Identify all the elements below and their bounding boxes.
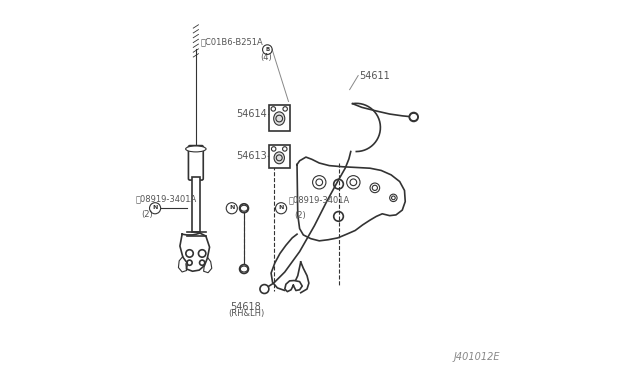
Circle shape [239, 204, 248, 213]
Text: (RH&LH): (RH&LH) [228, 309, 264, 318]
Text: 54613: 54613 [237, 151, 268, 161]
FancyBboxPatch shape [188, 145, 204, 180]
Circle shape [409, 113, 418, 121]
Bar [269, 145, 290, 168]
Text: B: B [265, 47, 269, 52]
Text: 54618: 54618 [230, 302, 261, 312]
Polygon shape [180, 233, 209, 271]
Text: (4): (4) [260, 53, 272, 62]
Circle shape [239, 264, 248, 273]
Circle shape [186, 250, 193, 257]
Polygon shape [285, 280, 302, 292]
Text: Ⓝ08919-3401A: Ⓝ08919-3401A [136, 195, 197, 204]
Text: 54611: 54611 [359, 71, 390, 81]
Bar [269, 105, 290, 131]
Text: 54614: 54614 [237, 109, 268, 119]
Polygon shape [297, 157, 405, 241]
Ellipse shape [274, 152, 284, 164]
Ellipse shape [186, 146, 206, 152]
Bar [192, 177, 200, 232]
Text: (2): (2) [141, 210, 153, 219]
Text: N: N [229, 205, 234, 211]
Text: N: N [278, 205, 284, 211]
Text: ⒹC01B6-B251A: ⒹC01B6-B251A [201, 37, 264, 46]
Text: Ⓝ08919-3401A: Ⓝ08919-3401A [289, 196, 349, 205]
Circle shape [260, 285, 269, 294]
Text: J401012E: J401012E [453, 352, 500, 362]
Text: (2): (2) [294, 211, 306, 220]
Text: N: N [152, 205, 158, 211]
Circle shape [198, 250, 206, 257]
Ellipse shape [274, 112, 285, 125]
